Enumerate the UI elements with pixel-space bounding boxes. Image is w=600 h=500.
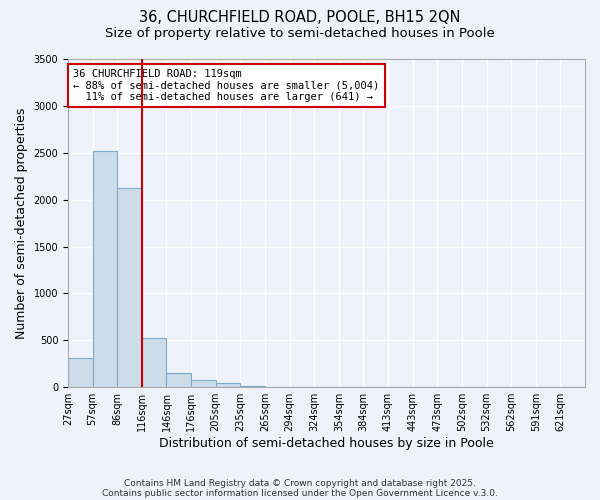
Bar (142, 338, 166, 387)
X-axis label: Distribution of semi-detached houses by size in Poole: Distribution of semi-detached houses by … (159, 437, 494, 450)
Y-axis label: Number of semi-detached properties: Number of semi-detached properties (15, 108, 28, 339)
Text: Contains HM Land Registry data © Crown copyright and database right 2025.: Contains HM Land Registry data © Crown c… (124, 478, 476, 488)
Bar (241, 386, 265, 387)
Text: Size of property relative to semi-detached houses in Poole: Size of property relative to semi-detach… (105, 28, 495, 40)
Text: 36 CHURCHFIELD ROAD: 119sqm
← 88% of semi-detached houses are smaller (5,004)
  : 36 CHURCHFIELD ROAD: 119sqm ← 88% of sem… (73, 69, 379, 102)
Text: 36, CHURCHFIELD ROAD, POOLE, BH15 2QN: 36, CHURCHFIELD ROAD, POOLE, BH15 2QN (139, 10, 461, 25)
Text: Contains public sector information licensed under the Open Government Licence v.: Contains public sector information licen… (102, 488, 498, 498)
Bar (92, 151, 117, 387)
Bar (191, 380, 216, 387)
Bar (68, 358, 92, 387)
Bar (216, 384, 241, 387)
Bar (117, 188, 142, 387)
Bar (166, 373, 191, 387)
